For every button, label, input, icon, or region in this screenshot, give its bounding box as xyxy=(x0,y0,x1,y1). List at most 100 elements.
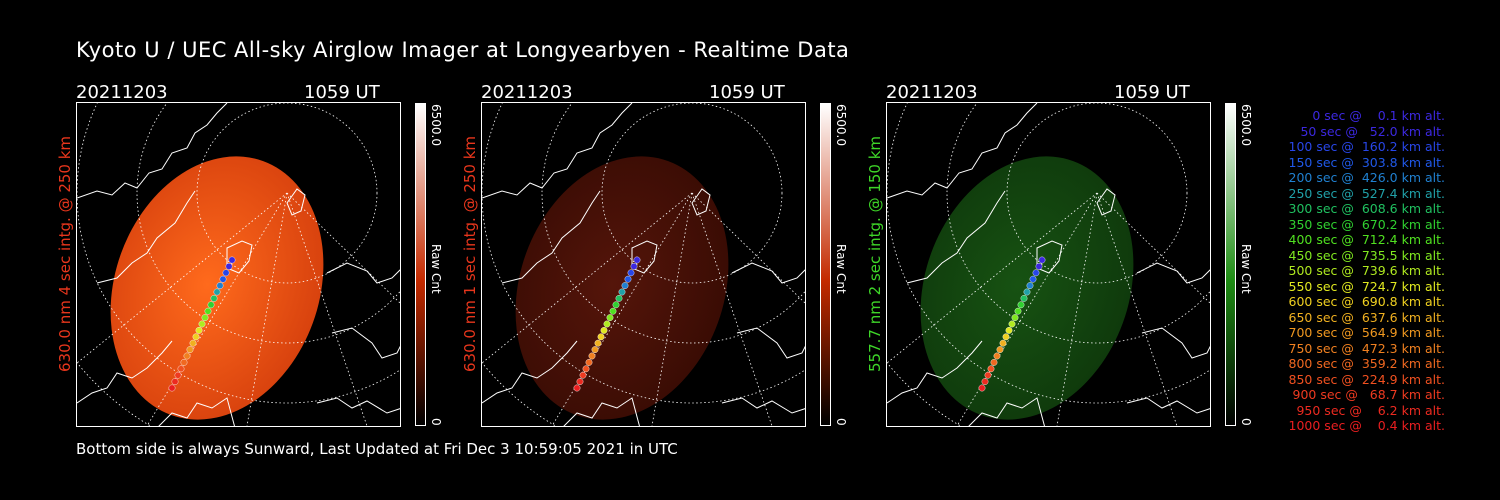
trajectory-point xyxy=(168,384,176,392)
panel-3-time: 1059 UT xyxy=(1114,82,1190,103)
trajectory-point xyxy=(1032,269,1040,277)
legend-row: 550 sec @ 724.7 km alt. xyxy=(1284,278,1446,294)
trajectory-point xyxy=(219,275,227,283)
legend-row: 0 sec @ 0.1 km alt. xyxy=(1300,108,1445,123)
legend-row: 600 sec @ 690.8 km alt. xyxy=(1284,294,1446,309)
panel-2-date: 20211203 xyxy=(481,82,573,103)
legend-row: 900 sec @ 68.7 km alt. xyxy=(1288,387,1445,402)
trajectory-point xyxy=(228,256,236,264)
trajectory-point xyxy=(600,326,608,334)
trajectory-point xyxy=(210,294,218,302)
legend-row: 750 sec @ 472.3 km alt. xyxy=(1284,340,1446,356)
trajectory-point xyxy=(1005,326,1013,334)
trajectory-point xyxy=(1038,256,1046,264)
trajectory-point xyxy=(984,371,992,379)
panel-3-ylabel: 557.7 nm 2 sec intg. @ 150 km xyxy=(866,135,884,372)
trajectory-point xyxy=(603,320,611,328)
trajectory-point xyxy=(573,384,581,392)
panel-1-cbar-unit: Raw Cnt xyxy=(429,244,443,294)
legend-row: 350 sec @ 670.2 km alt. xyxy=(1284,216,1446,232)
trajectory-point xyxy=(1011,314,1019,322)
trajectory-point xyxy=(216,282,224,290)
legend-row: 300 sec @ 608.6 km alt. xyxy=(1284,201,1446,216)
trajectory-point xyxy=(225,262,233,270)
trajectory-point xyxy=(183,352,191,360)
trajectory-point xyxy=(633,256,641,264)
trajectory-legend: 0 sec @ 0.1 km alt. 50 sec @ 52.0 km alt… xyxy=(1250,108,1446,434)
trajectory-point xyxy=(591,346,599,354)
panel-1-ylabel: 630.0 nm 4 sec intg. @ 250 km xyxy=(56,135,74,372)
trajectory-point xyxy=(579,371,587,379)
trajectory-point xyxy=(177,365,185,373)
panel-3-image xyxy=(886,102,1211,427)
panel-3-date: 20211203 xyxy=(886,82,978,103)
trajectory-point xyxy=(189,339,197,347)
trajectory-point xyxy=(1008,320,1016,328)
legend-row: 1000 sec @ 0.4 km alt. xyxy=(1288,418,1445,433)
panel-2-image xyxy=(481,102,806,427)
panel-2-cbar-unit: Raw Cnt xyxy=(834,244,848,294)
trajectory-point xyxy=(588,352,596,360)
trajectory-point xyxy=(192,333,200,341)
panel-2-ylabel: 630.0 nm 1 sec intg. @ 250 km xyxy=(461,135,479,372)
panel-1-cbar-min: 0 xyxy=(429,418,443,426)
trajectory-point xyxy=(606,314,614,322)
trajectory-point xyxy=(186,346,194,354)
trajectory-point xyxy=(612,301,620,309)
legend-row: 250 sec @ 527.4 km alt. xyxy=(1284,185,1446,201)
trajectory-point xyxy=(630,262,638,270)
trajectory-point xyxy=(1020,294,1028,302)
trajectory-point xyxy=(171,378,179,385)
legend-row: 850 sec @ 224.9 km alt. xyxy=(1284,371,1446,387)
panel-1-date: 20211203 xyxy=(76,82,168,103)
trajectory-point xyxy=(594,339,602,347)
trajectory-point xyxy=(597,333,605,341)
panel-1-image xyxy=(76,102,401,427)
trajectory-point xyxy=(195,326,203,334)
legend-row: 450 sec @ 735.5 km alt. xyxy=(1284,247,1446,263)
trajectory-point xyxy=(204,307,212,315)
trajectory-point xyxy=(615,294,623,302)
panel-1-colorbar xyxy=(415,103,426,426)
trajectory-point xyxy=(621,282,629,290)
trajectory-point xyxy=(1023,288,1031,296)
page-title: Kyoto U / UEC All-sky Airglow Imager at … xyxy=(76,38,850,62)
trajectory-point xyxy=(1026,282,1034,290)
trajectory-point xyxy=(996,346,1004,354)
trajectory-point xyxy=(1014,307,1022,315)
panel-1-time: 1059 UT xyxy=(304,82,380,103)
footer-status: Bottom side is always Sunward, Last Upda… xyxy=(76,440,678,458)
trajectory-point xyxy=(207,301,215,309)
legend-row: 500 sec @ 739.6 km alt. xyxy=(1284,263,1446,278)
panel-2-cbar-max: 6500.0 xyxy=(834,104,848,146)
panel-2-time: 1059 UT xyxy=(709,82,785,103)
legend-row: 200 sec @ 426.0 km alt. xyxy=(1284,170,1446,185)
trajectory-point xyxy=(624,275,632,283)
trajectory-point xyxy=(627,269,635,277)
panel-2-colorbar xyxy=(820,103,831,426)
trajectory-point xyxy=(180,358,188,366)
legend-row: 50 sec @ 52.0 km alt. xyxy=(1292,123,1445,139)
trajectory-point xyxy=(585,358,593,366)
legend-row: 650 sec @ 637.6 km alt. xyxy=(1284,309,1446,325)
trajectory-point xyxy=(987,365,995,373)
trajectory-point xyxy=(213,288,221,296)
trajectory-point xyxy=(990,358,998,366)
trajectory-point xyxy=(609,307,617,315)
panel-2-cbar-min: 0 xyxy=(834,418,848,426)
trajectory-point xyxy=(1035,262,1043,270)
legend-row: 950 sec @ 6.2 km alt. xyxy=(1292,402,1445,418)
legend-row: 800 sec @ 359.2 km alt. xyxy=(1284,356,1446,371)
trajectory-point xyxy=(222,269,230,277)
trajectory-point xyxy=(618,288,626,296)
trajectory-point xyxy=(582,365,590,373)
panel-1-cbar-max: 6500.0 xyxy=(429,104,443,146)
trajectory-point xyxy=(1029,275,1037,283)
trajectory-point xyxy=(201,314,209,322)
legend-row: 700 sec @ 564.9 km alt. xyxy=(1284,325,1446,340)
trajectory-point xyxy=(999,339,1007,347)
trajectory-point xyxy=(198,320,206,328)
trajectory-point xyxy=(981,378,989,385)
trajectory-point xyxy=(1002,333,1010,341)
legend-row: 150 sec @ 303.8 km alt. xyxy=(1284,154,1446,170)
